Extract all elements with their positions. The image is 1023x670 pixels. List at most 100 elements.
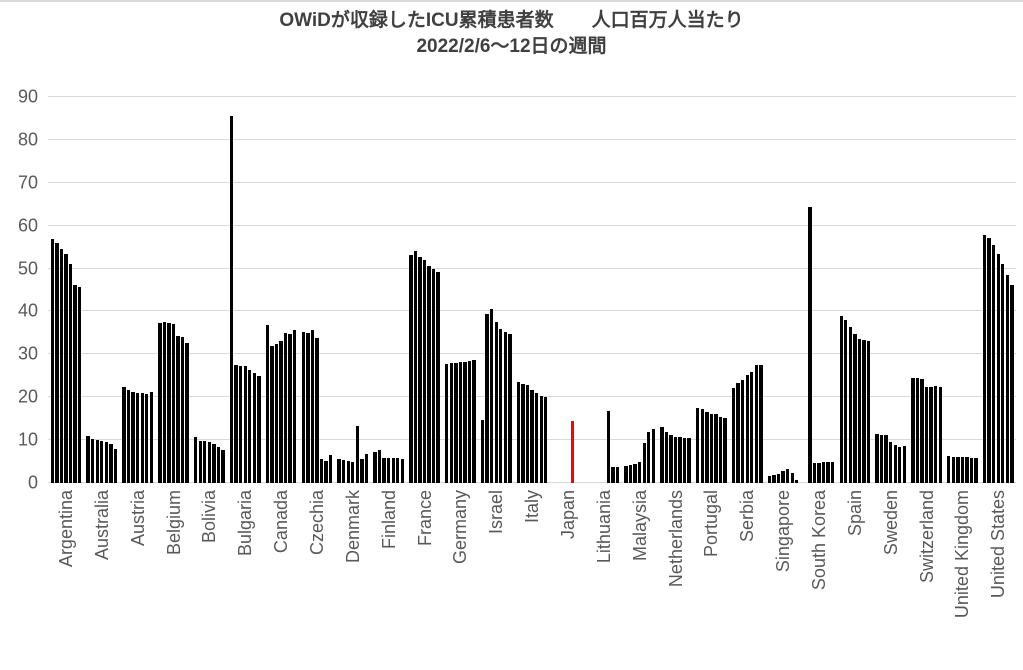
bar (902, 446, 906, 483)
bar-slot (104, 97, 108, 483)
bar (324, 460, 328, 483)
bar-slot (611, 97, 615, 483)
bar-slot (633, 97, 637, 483)
x-axis-label-cell: Canada (263, 490, 299, 668)
bar-slot (687, 97, 691, 483)
x-axis-label-cell: Israel (478, 490, 514, 668)
bar (539, 395, 543, 483)
bar-slot (306, 97, 310, 483)
bar (113, 448, 118, 483)
bar-slot (283, 97, 288, 483)
bar-slot (324, 97, 328, 483)
bar (131, 392, 135, 483)
bar-slot (212, 97, 216, 483)
bar-slot (660, 97, 664, 483)
bar-slot (229, 97, 234, 483)
bar-slot (1005, 97, 1010, 483)
bar (162, 321, 167, 483)
bar-slot (265, 97, 270, 483)
bar-slot (902, 97, 906, 483)
bar (839, 316, 843, 483)
bar (494, 322, 498, 483)
bar-slot (458, 97, 463, 483)
bar-group-sweden (873, 97, 909, 483)
bar-slot (270, 97, 274, 483)
bar-slot (351, 97, 355, 483)
chart-subtitle: 2022/2/6～12日の週間 (416, 36, 607, 57)
bar (185, 342, 189, 483)
x-axis-label: Switzerland (916, 490, 937, 584)
bar-group-singapore (765, 97, 801, 483)
bar (104, 442, 108, 483)
bar (135, 393, 140, 483)
bar-slot (382, 97, 386, 483)
bar (830, 461, 835, 483)
bar-group-united-kingdom (944, 97, 980, 483)
bar (1001, 263, 1005, 483)
bar-slot (319, 97, 324, 483)
chart-title: OWiDが収録したICU累積患者数 人口百万人当たり (279, 10, 744, 31)
bar-group-israel (478, 97, 514, 483)
bar-layer (48, 97, 1016, 483)
bar (198, 440, 202, 483)
bar-slot (328, 97, 333, 483)
bar-slot (682, 97, 687, 483)
bar-slot (216, 97, 221, 483)
bar (86, 435, 90, 483)
bar (808, 207, 812, 483)
bar-slot (499, 97, 503, 483)
bar (422, 259, 427, 483)
bar (265, 325, 270, 483)
bar (436, 271, 440, 483)
bar-group-czechia (299, 97, 335, 483)
bar-slot (754, 97, 759, 483)
bar (817, 462, 821, 483)
bar-slot (257, 97, 261, 483)
x-axis-label: United States (988, 490, 1009, 599)
bar (844, 320, 848, 483)
bar-slot (203, 97, 207, 483)
bar (463, 362, 467, 483)
bar (194, 437, 198, 483)
bar (853, 333, 857, 483)
bar-group-belgium (156, 97, 192, 483)
bar (534, 392, 539, 483)
bar (418, 256, 422, 483)
bar-slot (776, 97, 781, 483)
bar-slot (95, 97, 99, 483)
bar (696, 408, 700, 483)
bar-group-malaysia (622, 97, 658, 483)
bar-slot (933, 97, 938, 483)
bar-slot (198, 97, 202, 483)
bar (503, 332, 507, 483)
x-axis-label: Australia (91, 490, 112, 561)
bar (293, 330, 297, 483)
bar (229, 116, 234, 483)
bar (731, 388, 736, 483)
bar-slot (64, 97, 68, 483)
bar-slot (718, 97, 723, 483)
bar-slot (140, 97, 144, 483)
bar-slot (248, 97, 252, 483)
bar-slot (553, 97, 556, 483)
bar-slot (987, 97, 991, 483)
bar-slot (449, 97, 453, 483)
bar-group-denmark (335, 97, 371, 483)
bar (776, 474, 781, 483)
bar (624, 466, 628, 483)
bar-slot (669, 97, 673, 483)
bar-slot (539, 97, 543, 483)
bar (664, 431, 669, 483)
bar (95, 440, 99, 483)
bar (969, 457, 974, 483)
bar-slot (68, 97, 73, 483)
bar-slot (588, 97, 591, 483)
bar (795, 479, 799, 483)
x-axis-label: Singapore (773, 490, 794, 573)
bar (709, 413, 714, 483)
x-axis-label-cell: United States (980, 490, 1016, 668)
bar (647, 431, 651, 483)
bar (682, 437, 687, 483)
bar-slot (360, 97, 364, 483)
bar (158, 323, 162, 483)
